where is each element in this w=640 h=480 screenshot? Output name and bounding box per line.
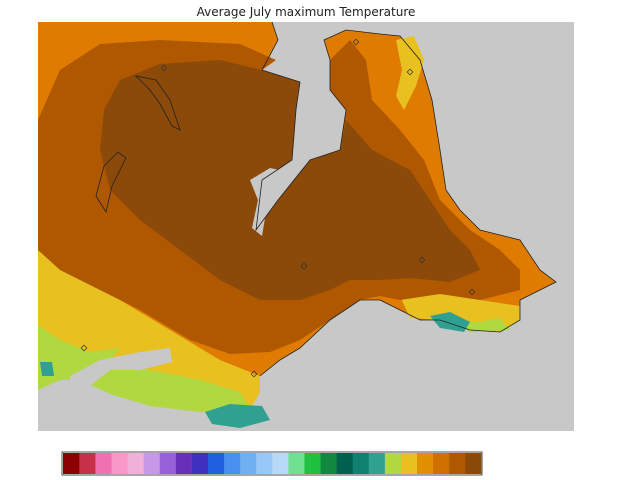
contour-dark-brown xyxy=(100,60,480,300)
colorbar-swatch xyxy=(448,453,466,474)
colorbar-frame xyxy=(61,451,483,476)
map xyxy=(38,21,574,431)
map-title: Average July maximum Temperature xyxy=(197,5,416,19)
island-outline xyxy=(95,151,127,214)
colorbar-swatch xyxy=(207,453,225,474)
estuary xyxy=(250,168,290,236)
colorbar-swatch xyxy=(416,453,434,474)
colorbar-swatch xyxy=(400,453,417,474)
colorbar-swatch xyxy=(304,453,321,474)
station xyxy=(250,370,258,378)
colorbar xyxy=(61,451,483,476)
colorbar-swatch xyxy=(143,453,160,474)
island-outline xyxy=(134,75,181,131)
colorbar-swatch xyxy=(127,453,144,474)
colorbar-swatch xyxy=(336,453,353,474)
station xyxy=(468,288,476,296)
colorbar-swatch xyxy=(320,453,337,474)
coastline xyxy=(255,21,557,377)
stations xyxy=(80,38,476,378)
station xyxy=(352,38,360,46)
contour-yellow xyxy=(38,250,260,410)
colorbar-swatch xyxy=(223,453,241,474)
colorbar-swatch xyxy=(63,453,80,474)
station xyxy=(418,256,426,264)
colorbar-swatch xyxy=(239,453,257,474)
colorbar-swatch xyxy=(95,453,112,474)
contour-teal xyxy=(40,362,54,376)
colorbar-swatch xyxy=(79,453,96,474)
colorbar-swatch xyxy=(384,453,401,474)
station xyxy=(300,262,308,270)
colorbar-swatch xyxy=(352,453,369,474)
colorbar-swatch xyxy=(175,453,192,474)
station xyxy=(160,64,168,72)
colorbar-swatch xyxy=(159,453,176,474)
colorbar-swatch xyxy=(191,453,208,474)
colorbar-swatch xyxy=(432,453,450,474)
colorbar-swatch xyxy=(272,453,289,474)
station xyxy=(406,68,414,76)
colorbar-swatch xyxy=(464,453,482,474)
colorbar-swatch xyxy=(368,453,385,474)
colorbar-swatch xyxy=(288,453,305,474)
colorbar-swatch xyxy=(111,453,128,474)
colorbar-swatch xyxy=(255,453,273,474)
estuary xyxy=(70,348,172,386)
station xyxy=(80,344,88,352)
contour-yellow xyxy=(396,36,424,110)
contour-teal xyxy=(205,404,270,428)
